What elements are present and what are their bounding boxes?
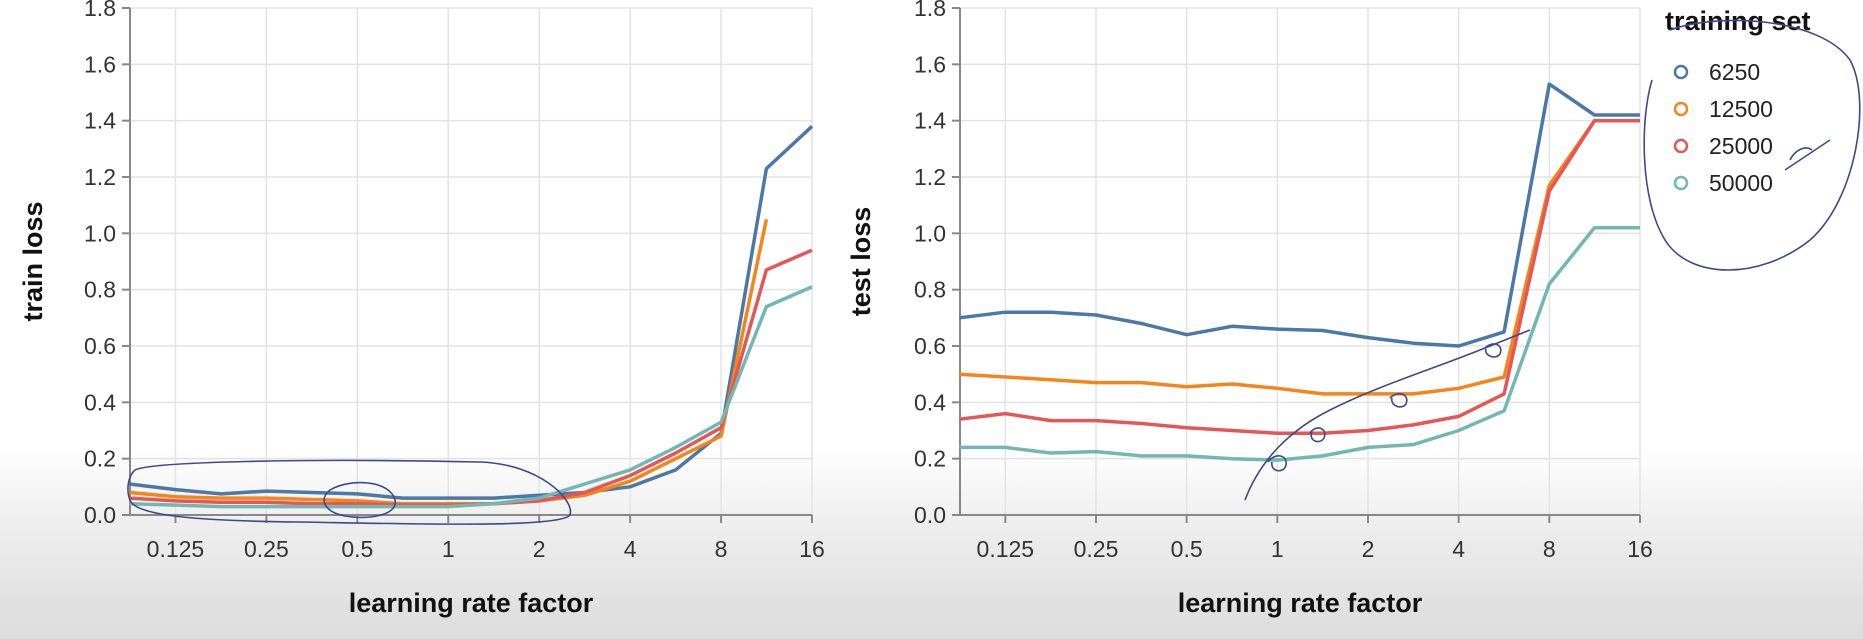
y-tick-label: 1.0 — [84, 220, 116, 246]
x-tick-label: 0.125 — [147, 536, 205, 562]
x-tick-label: 16 — [1627, 536, 1653, 562]
scribble-loop-test-3 — [1389, 392, 1408, 408]
x-tick-label: 1 — [1271, 536, 1284, 562]
series-line-12500 — [959, 118, 1640, 396]
x-tick-label: 2 — [1362, 536, 1375, 562]
scribble-arrow-test — [1244, 329, 1531, 501]
hand-annotations — [127, 19, 1861, 525]
y-tick-label: 0.8 — [914, 277, 946, 303]
y-tick-label: 0.6 — [914, 333, 946, 359]
y-tick-label: 0.0 — [914, 502, 946, 528]
series-line-6250 — [129, 125, 814, 500]
scribble-legend-arrow — [1784, 139, 1831, 171]
y-tick-label: 0.4 — [914, 389, 946, 415]
x-tick-label: 8 — [715, 536, 728, 562]
y-tick-label: 0.2 — [914, 446, 946, 472]
y-tick-label: 1.6 — [914, 51, 946, 77]
series-line-50000 — [959, 225, 1640, 462]
x-tick-label: 1 — [442, 536, 455, 562]
scribble-oval-train — [127, 459, 572, 525]
legend-label-12500: 12500 — [1709, 96, 1773, 122]
legend-label-25000: 25000 — [1709, 133, 1773, 159]
x-tick-label: 16 — [799, 536, 825, 562]
scribble-circle-train — [323, 481, 396, 519]
y-tick-label: 0.4 — [84, 389, 116, 415]
scribble-loop-test-2 — [1309, 427, 1326, 443]
legend-swatch-6250 — [1673, 64, 1689, 80]
legend-swatch-12500 — [1673, 101, 1689, 117]
y-tick-label: 0.6 — [84, 333, 116, 359]
legend-swatch-25000 — [1673, 138, 1689, 154]
x-axis-title: learning rate factor — [349, 588, 594, 618]
x-tick-label: 8 — [1543, 536, 1556, 562]
series-line-6250 — [959, 82, 1640, 348]
x-tick-label: 4 — [624, 536, 637, 562]
y-tick-label: 1.6 — [84, 51, 116, 77]
x-tick-label: 0.5 — [1171, 536, 1203, 562]
train-loss-chart: 0.0 0.2 0.4 0.6 0.8 1.0 1.2 1.4 1.6 1.8 0.125 0.25 0… — [18, 0, 825, 618]
legend-label-50000: 50000 — [1709, 170, 1773, 196]
legend-label-6250: 6250 — [1709, 59, 1760, 85]
series-line-25000 — [959, 118, 1640, 436]
y-tick-label: 1.8 — [914, 0, 946, 21]
y-axis-title: train loss — [18, 201, 48, 321]
series-line-50000 — [129, 285, 813, 509]
y-tick-label: 1.2 — [84, 164, 116, 190]
y-tick-label: 0.2 — [84, 446, 116, 472]
y-tick-label: 1.4 — [84, 108, 116, 134]
x-tick-label: 4 — [1452, 536, 1465, 562]
scribble-loop-test-4 — [1483, 343, 1502, 358]
scribble-legend-oval — [1643, 19, 1861, 271]
y-axis-title: test loss — [846, 207, 876, 317]
y-tick-label: 0.0 — [84, 502, 116, 528]
y-tick-label: 1.8 — [84, 0, 116, 21]
y-tick-label: 1.2 — [914, 164, 946, 190]
series-line-25000 — [129, 248, 813, 507]
y-tick-label: 1.4 — [914, 108, 946, 134]
y-tick-label: 0.8 — [84, 277, 116, 303]
x-tick-label: 0.25 — [244, 536, 289, 562]
x-axis-title: learning rate factor — [1178, 588, 1423, 618]
x-tick-label: 0.25 — [1074, 536, 1119, 562]
x-tick-label: 0.125 — [977, 536, 1035, 562]
x-tick-label: 2 — [533, 536, 546, 562]
scribble-loop-test-1 — [1267, 455, 1287, 472]
test-loss-chart: 0.0 0.2 0.4 0.6 0.8 1.0 1.2 1.4 1.6 1.8 0.125 0.25 0… — [846, 0, 1653, 618]
x-tick-label: 0.5 — [341, 536, 373, 562]
legend-swatch-50000 — [1673, 175, 1689, 191]
y-tick-label: 1.0 — [914, 220, 946, 246]
